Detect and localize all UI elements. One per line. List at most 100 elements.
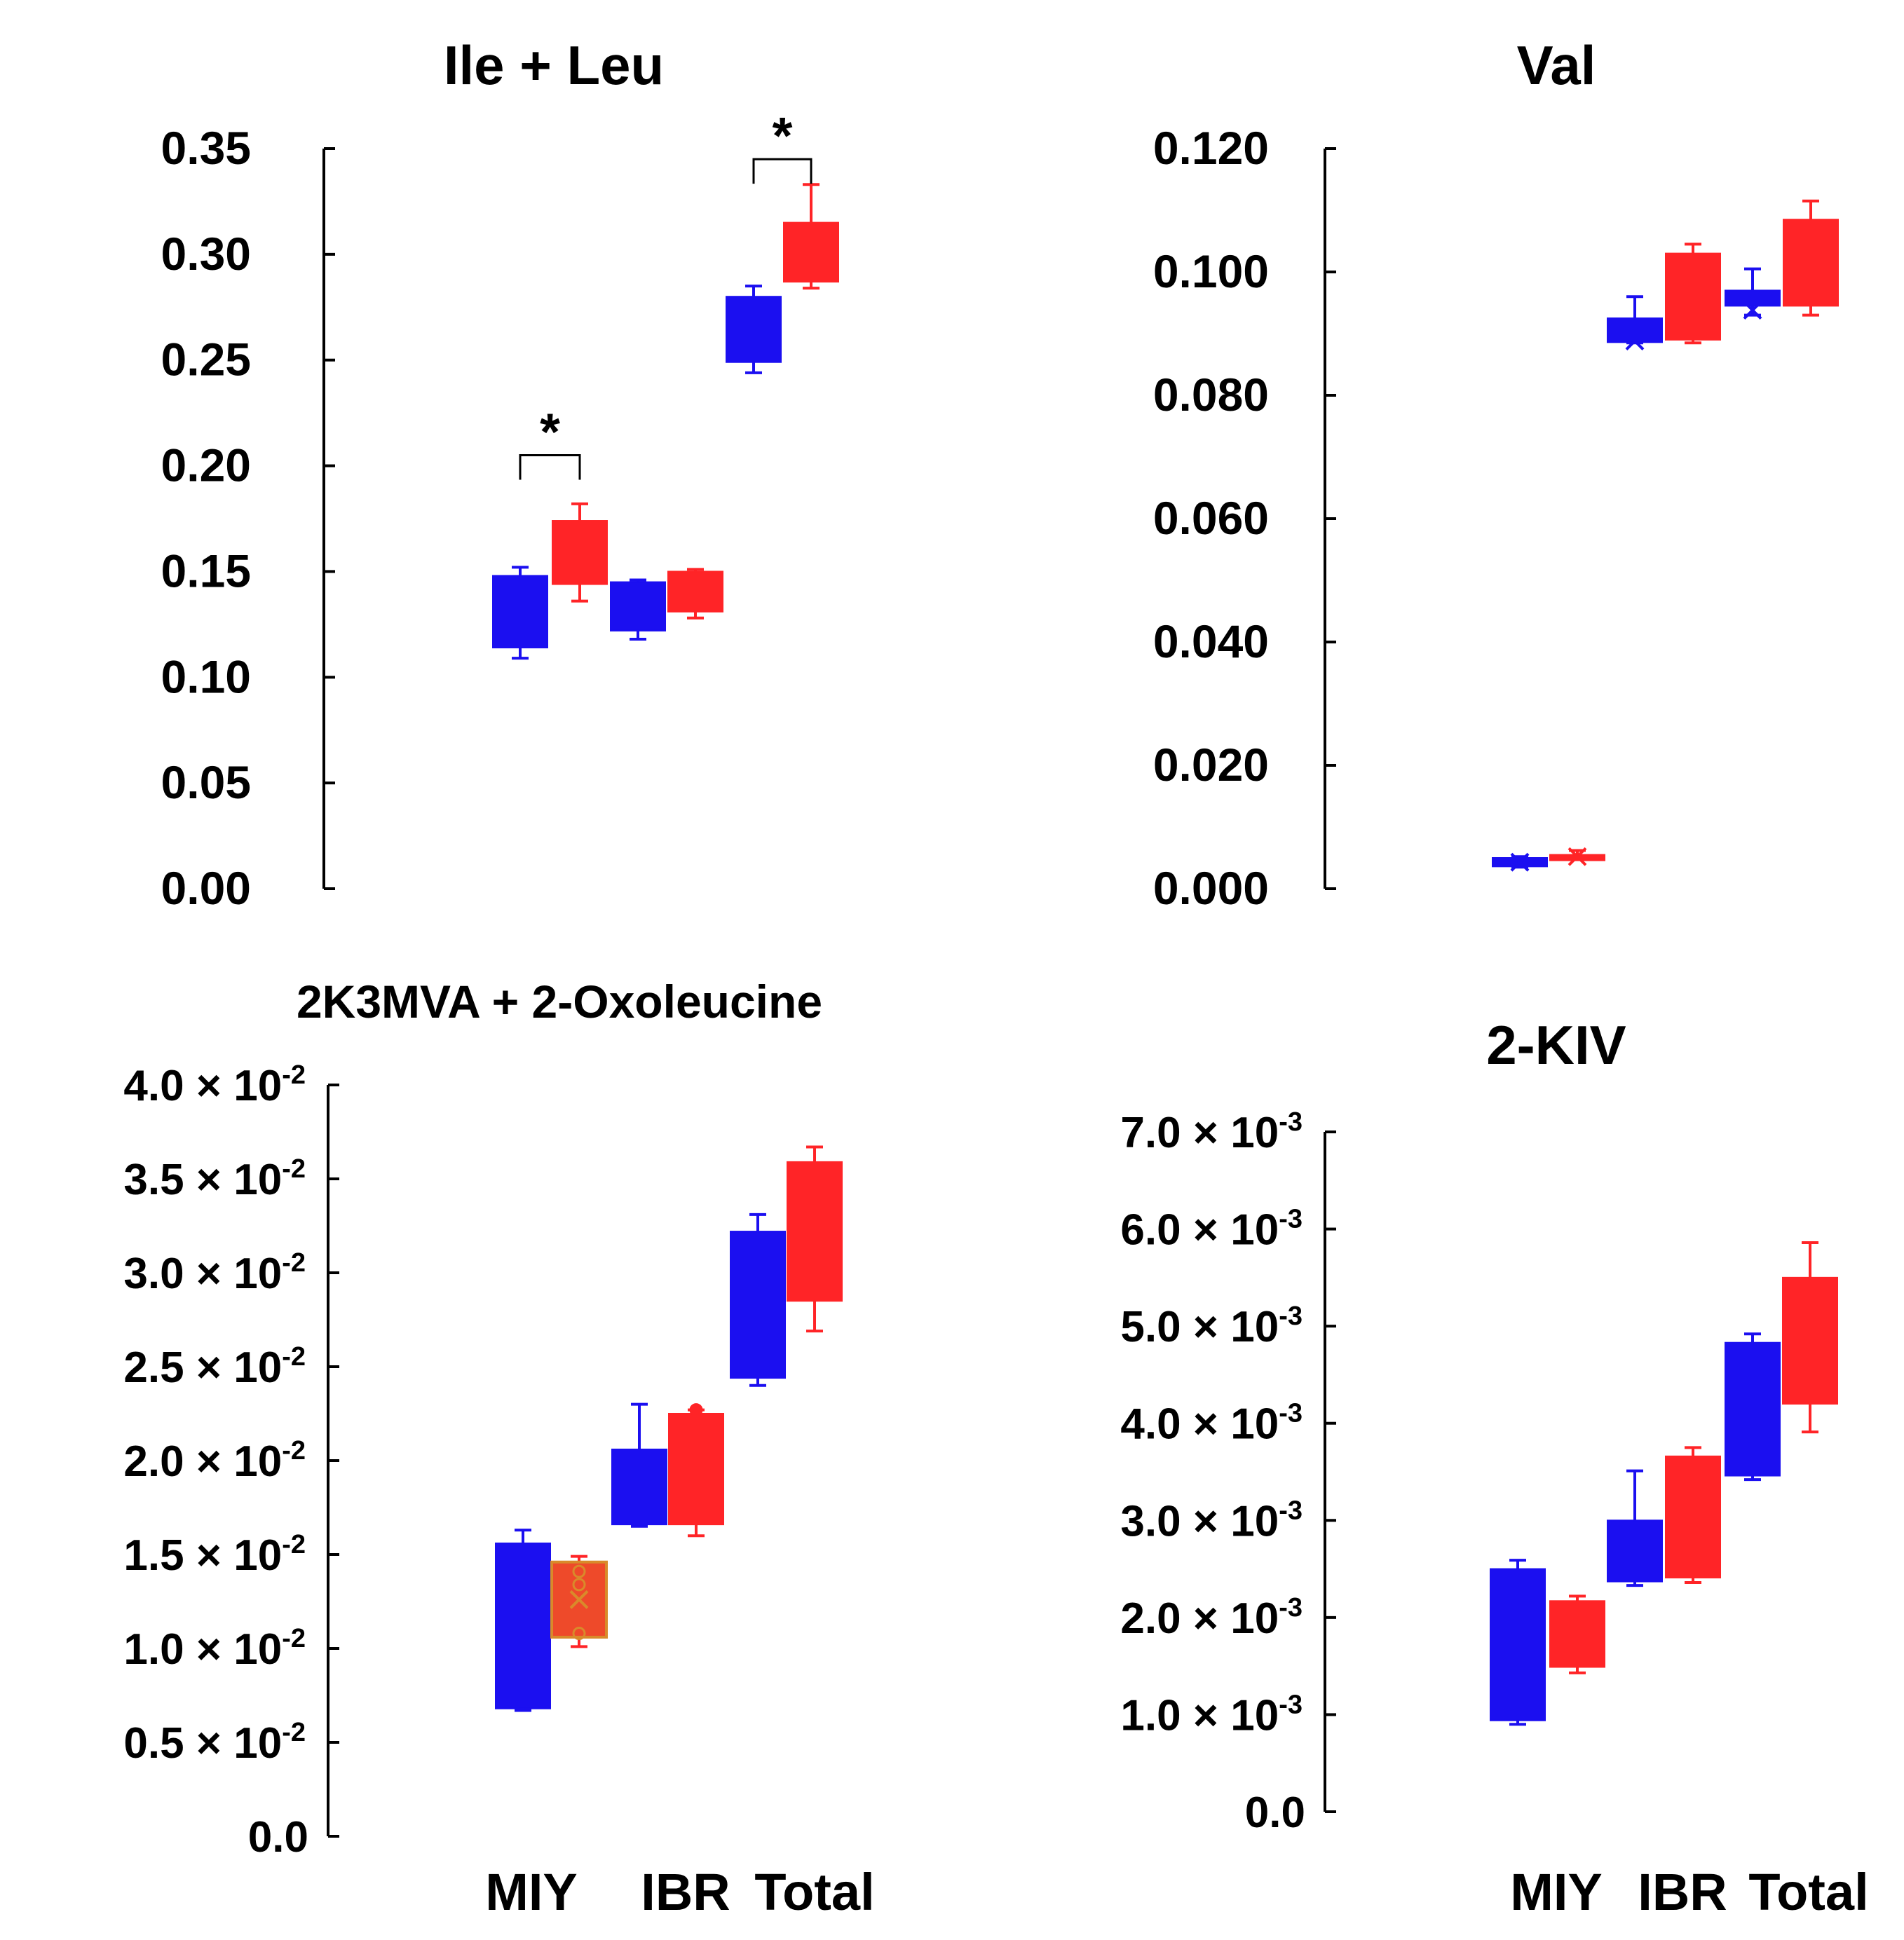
y-tick-label: 0.0 [248, 1813, 308, 1862]
data-point [572, 1578, 586, 1592]
tick-mantissa: 4.0 × 10 [123, 1062, 282, 1110]
y-tick-label: 0.040 [1153, 615, 1269, 667]
tick-mantissa: 6.0 × 10 [1120, 1206, 1279, 1255]
tick-mantissa: 3.0 × 10 [123, 1250, 282, 1298]
box-body [730, 1231, 786, 1379]
tick-mantissa: 1.5 × 10 [123, 1531, 282, 1580]
tick-exponent: -3 [1279, 1690, 1303, 1719]
box-body [668, 1413, 724, 1526]
y-tick-label: 0.20 [161, 439, 251, 491]
box-body [787, 1161, 843, 1302]
tick-exponent: -2 [282, 1530, 306, 1559]
box-ibr-a [1607, 295, 1663, 350]
tick-exponent: -2 [282, 1718, 306, 1747]
significance-star: * [773, 107, 793, 165]
box-body [552, 520, 608, 585]
box-ibr-b [1665, 242, 1721, 345]
box-ibr-a [610, 578, 666, 641]
y-tick-label: 6.0 × 10-3 [1120, 1205, 1303, 1255]
box-body [1665, 252, 1721, 341]
x-category-label: IBR [1638, 1863, 1727, 1921]
y-tick-label: 1.0 × 10-2 [123, 1624, 306, 1674]
y-tick-label: 0.100 [1153, 245, 1269, 297]
y-tick-label: 0.060 [1153, 492, 1269, 544]
mean-marker [569, 1590, 589, 1609]
y-tick-label: 0.080 [1153, 369, 1269, 421]
box-body [1665, 1455, 1721, 1579]
y-tick-label: 4.0 × 10-3 [1120, 1399, 1303, 1449]
data-point [572, 1627, 586, 1641]
y-tick-label: 0.15 [161, 545, 251, 596]
mean-marker [1625, 332, 1645, 350]
significance-star: * [540, 402, 560, 460]
box-body [1549, 1600, 1605, 1668]
box-ibr-b [1665, 1446, 1721, 1584]
box-miy-a [1490, 1559, 1546, 1726]
y-tick-label: 5.0 × 10-3 [1120, 1302, 1303, 1351]
box-body [1783, 219, 1839, 307]
y-tick-label: 2.0 × 10-3 [1120, 1593, 1303, 1643]
y-tick-label: 0.05 [161, 756, 251, 808]
box-miy-b [550, 1555, 608, 1648]
tick-mantissa: 2.0 × 10 [1120, 1594, 1279, 1643]
y-tick-label: 0.10 [161, 650, 251, 702]
box-miy-b [552, 502, 608, 603]
box-body [726, 296, 782, 363]
box-body [1725, 1341, 1781, 1477]
mean-marker [1743, 301, 1762, 320]
y-tick-label: 0.120 [1153, 122, 1269, 174]
tick-exponent: -3 [1279, 1496, 1303, 1525]
tick-exponent: -2 [282, 1154, 306, 1184]
tick-mantissa: 2.0 × 10 [123, 1437, 282, 1486]
box-body [667, 571, 723, 613]
chart-title: 2-KIV [1486, 1014, 1626, 1076]
box-total-a [1725, 1332, 1781, 1482]
tick-mantissa: 4.0 × 10 [1120, 1400, 1279, 1449]
y-tick-label: 0.020 [1153, 739, 1269, 791]
box-miy-b [1549, 847, 1605, 866]
tick-exponent: -3 [1279, 1302, 1303, 1331]
box-body [783, 221, 839, 283]
tick-mantissa: 7.0 × 10 [1120, 1109, 1279, 1157]
significance-bracket [752, 158, 812, 184]
tick-mantissa: 1.0 × 10 [1120, 1691, 1279, 1740]
y-tick-label: 0.5 × 10-2 [123, 1718, 306, 1768]
tick-mantissa: 5.0 × 10 [1120, 1303, 1279, 1351]
chart-title: 2K3MVA + 2-Oxoleucine [297, 976, 822, 1027]
box-body [610, 581, 666, 631]
box-miy-a [495, 1529, 551, 1712]
box-total-b [783, 183, 839, 290]
box-total-b [1782, 1241, 1838, 1434]
tick-mantissa: 1.0 × 10 [123, 1625, 282, 1674]
y-tick-label: 0.00 [161, 862, 251, 914]
tick-exponent: -3 [1279, 1107, 1303, 1137]
y-tick-label: 1.5 × 10-2 [123, 1530, 306, 1580]
y-tick-label: 0.30 [161, 228, 251, 280]
tick-exponent: -2 [282, 1060, 306, 1090]
chart-2k3mva-2-oxoleucine: 2K3MVA + 2-Oxoleucine 0.0 0.5 × 10-2 1.0 × … [123, 976, 874, 1921]
chart-val: Val 0.000 0.020 0.040 0.060 0.080 0.100 0.120 [1153, 34, 1839, 914]
y-tick-label: 0.000 [1153, 862, 1269, 914]
y-tick-label: 3.5 × 10-2 [123, 1154, 306, 1204]
tick-exponent: -2 [282, 1436, 306, 1466]
box-total-a [1725, 267, 1781, 320]
tick-exponent: -2 [282, 1624, 306, 1653]
tick-mantissa: 2.5 × 10 [123, 1344, 282, 1392]
tick-exponent: -2 [282, 1248, 306, 1278]
chart-title: Val [1517, 34, 1596, 96]
box-body [1725, 289, 1781, 307]
box-body [495, 1542, 551, 1709]
box-miy-a [492, 566, 548, 660]
data-point [689, 1403, 703, 1417]
tick-exponent: -3 [1279, 1205, 1303, 1234]
box-total-a [726, 285, 782, 374]
x-category-label: IBR [641, 1863, 730, 1921]
y-tick-label: 0.0 [1245, 1789, 1305, 1837]
x-category-label: Total [754, 1863, 874, 1921]
box-ibr-a [611, 1402, 667, 1528]
box-total-b [787, 1145, 843, 1333]
chart-title: Ile + Leu [444, 34, 664, 96]
y-tick-label: 4.0 × 10-2 [123, 1060, 306, 1110]
box-ibr-a [1607, 1469, 1663, 1587]
